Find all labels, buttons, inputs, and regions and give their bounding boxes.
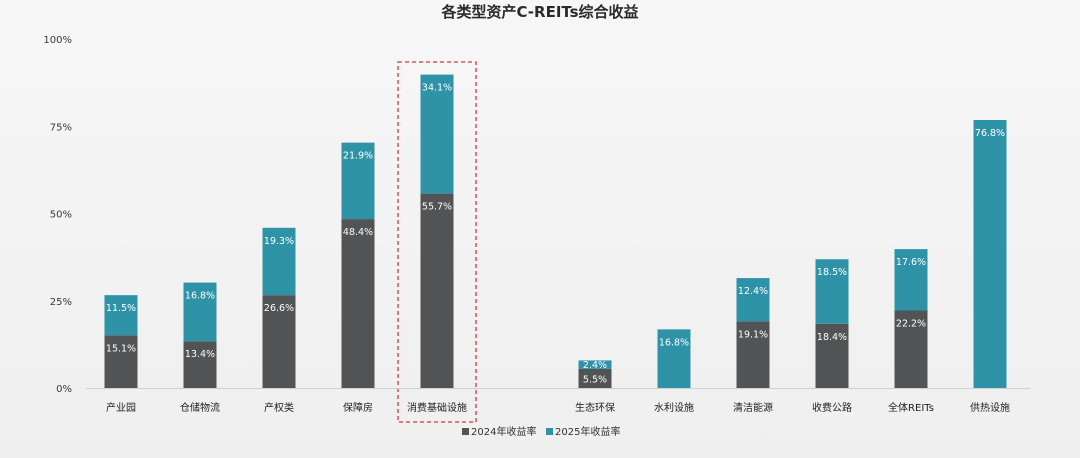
legend-label: 2025年收益率	[555, 425, 620, 438]
y-tick-label: 50%	[50, 210, 72, 221]
data-label: 18.5%	[817, 267, 847, 278]
bar-2025	[104, 295, 138, 336]
data-label: 19.1%	[738, 329, 768, 340]
bar-2024	[341, 219, 375, 388]
bar-2024	[420, 193, 454, 388]
bar-2024	[736, 321, 770, 388]
bar-2024	[578, 368, 612, 388]
bar-2025	[262, 227, 296, 296]
x-tick-label: 仓储物流	[180, 401, 220, 414]
bar-2025	[894, 249, 928, 311]
bars: 15.1% 11.5% 13.4% 16.8% 26.6% 19.3% 48.4% 21.9%…	[104, 61, 1007, 423]
x-tick-label: 收费公路	[812, 401, 852, 414]
data-label: 15.1%	[106, 343, 136, 354]
highlight-box	[397, 61, 477, 423]
bar-2025	[657, 329, 691, 388]
legend-label: 2024年收益率	[471, 425, 536, 438]
bar-2024	[815, 323, 849, 388]
bar-2025	[420, 74, 454, 194]
legend-swatch	[462, 428, 469, 435]
y-axis: 0% 25% 50% 75% 100%	[43, 35, 72, 395]
data-label: 21.9%	[343, 151, 373, 162]
bar-2024	[894, 310, 928, 388]
data-label: 34.1%	[422, 83, 452, 94]
data-label: 11.5%	[106, 303, 136, 314]
y-tick-label: 75%	[50, 122, 72, 133]
data-label: 12.4%	[738, 286, 768, 297]
x-tick-label: 产业园	[106, 401, 136, 414]
bar-2025	[973, 119, 1007, 388]
x-tick-label: 产权类	[264, 401, 294, 414]
bar-2025	[578, 360, 612, 369]
legend-swatch	[546, 428, 553, 435]
data-label: 5.5%	[583, 374, 607, 385]
y-tick-label: 25%	[50, 297, 72, 308]
x-tick-label: 生态环保	[575, 401, 615, 414]
x-axis: 产业园 仓储物流 产权类 保障房 消费基础设施 生态环保 水利设施 清洁能源 收费公路 全体REI…	[86, 388, 1030, 414]
data-label: 55.7%	[422, 202, 452, 213]
x-tick-label: 供热设施	[970, 401, 1010, 414]
data-label: 16.8%	[185, 291, 215, 302]
bar-2025	[341, 142, 375, 220]
bar-2024	[183, 341, 217, 388]
x-tick-label: 全体REITs	[888, 401, 934, 414]
x-tick-label: 清洁能源	[733, 401, 773, 414]
data-label: 48.4%	[343, 227, 373, 238]
legend: 2024年收益率 2025年收益率	[462, 425, 620, 438]
x-tick-label: 保障房	[343, 401, 373, 414]
data-label: 17.6%	[896, 257, 926, 268]
data-label: 76.8%	[975, 128, 1005, 139]
data-label: 16.8%	[659, 337, 689, 348]
data-label: 26.6%	[264, 303, 294, 314]
bar-2024	[104, 335, 138, 388]
x-tick-label: 消费基础设施	[407, 401, 467, 414]
bar-2024	[262, 295, 296, 388]
bar-2025	[736, 278, 770, 322]
data-label: 13.4%	[185, 349, 215, 360]
data-label: 22.2%	[896, 319, 926, 330]
bar-2025	[815, 259, 849, 324]
data-label: 2.4%	[583, 360, 607, 371]
x-tick-label: 水利设施	[654, 401, 694, 414]
chart-title: 各类型资产C-REITs综合收益	[440, 3, 638, 21]
data-label: 19.3%	[264, 236, 294, 247]
data-label: 18.4%	[817, 332, 847, 343]
y-tick-label: 100%	[43, 35, 72, 46]
bar-2025	[183, 282, 217, 342]
y-tick-label: 0%	[56, 384, 72, 395]
